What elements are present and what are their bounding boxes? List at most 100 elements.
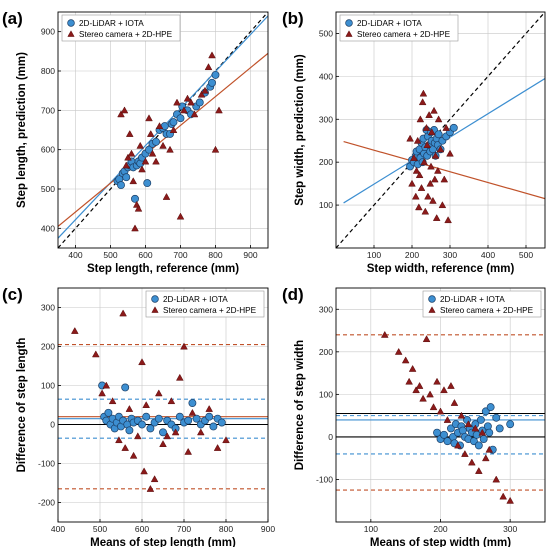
point-lidar <box>476 415 485 424</box>
x-tick-label: 200 <box>433 524 447 534</box>
point-stereo <box>190 110 199 118</box>
line-identity <box>336 12 545 248</box>
plot-frame <box>57 287 269 523</box>
x-axis-label: Step length, reference (mm) <box>87 263 239 275</box>
point-stereo <box>430 106 438 114</box>
point-stereo <box>176 212 185 220</box>
y-tick-label: 100 <box>319 200 333 210</box>
point-lidar <box>184 416 193 425</box>
point-stereo <box>468 458 476 466</box>
x-tick-label: 800 <box>208 250 222 260</box>
point-stereo <box>201 86 209 94</box>
point-stereo <box>125 130 134 137</box>
point-stereo <box>394 347 403 355</box>
point-stereo <box>154 389 163 397</box>
x-tick-label: 400 <box>68 250 82 260</box>
panel-label: (d) <box>282 285 304 304</box>
point-stereo <box>457 411 466 419</box>
point-lidar <box>138 420 146 429</box>
panel-4: 100 200 300 -100 0 100 200 300 Means of step wid… <box>282 285 546 547</box>
y-tick-label: 200 <box>41 342 55 352</box>
line-fit-stereo <box>58 52 268 227</box>
point-lidar <box>142 412 151 421</box>
point-stereo <box>442 123 451 131</box>
point-lidar <box>188 399 197 407</box>
legend-marker-lidar <box>428 295 436 303</box>
point-stereo <box>124 153 132 161</box>
point-stereo <box>426 390 434 398</box>
y-tick-label: 0 <box>50 420 55 430</box>
point-stereo <box>138 358 146 366</box>
point-lidar <box>131 194 139 203</box>
point-stereo <box>408 179 416 187</box>
point-lidar <box>122 173 131 182</box>
point-stereo <box>429 403 438 411</box>
point-lidar <box>192 414 201 423</box>
y-tick-label: 400 <box>41 223 55 233</box>
point-stereo <box>506 496 514 504</box>
point-lidar <box>495 424 504 433</box>
point-stereo <box>461 450 469 457</box>
plot-area <box>58 288 268 522</box>
point-stereo <box>412 166 421 174</box>
point-stereo <box>499 492 508 500</box>
point-stereo <box>205 404 214 412</box>
point-stereo <box>213 443 222 451</box>
point-stereo <box>436 145 445 153</box>
panel-2: 100 200 300 400 500 100 200 300 400 500 Step width… <box>282 9 546 275</box>
point-stereo <box>492 475 501 483</box>
y-tick-label: -100 <box>38 459 55 469</box>
point-stereo <box>183 94 192 102</box>
x-axis-label: Step width, reference (mm) <box>367 263 515 275</box>
point-stereo <box>425 111 433 118</box>
point-lidar <box>474 441 483 450</box>
point-stereo <box>163 432 172 440</box>
point-stereo <box>478 428 487 436</box>
point-stereo <box>208 51 216 59</box>
x-axis-label: Means of step length (mm) <box>90 537 236 547</box>
point-lidar <box>443 437 452 446</box>
point-stereo <box>411 192 420 200</box>
point-stereo <box>426 179 435 187</box>
point-lidar <box>152 137 160 146</box>
legend-marker-lidar <box>151 295 159 303</box>
y-tick-label: 800 <box>41 66 55 76</box>
point-stereo <box>152 157 160 165</box>
point-stereo <box>146 484 155 492</box>
point-stereo <box>180 342 188 350</box>
point-stereo <box>415 171 424 179</box>
point-stereo <box>410 153 418 161</box>
y-tick-label: 300 <box>319 304 333 314</box>
point-stereo <box>421 207 430 215</box>
point-stereo <box>148 149 157 157</box>
point-stereo <box>136 141 145 149</box>
point-lidar <box>434 130 443 139</box>
legend-marker-lidar <box>67 19 75 27</box>
point-stereo <box>406 134 414 142</box>
point-stereo <box>415 203 423 211</box>
point-lidar <box>485 428 494 437</box>
point-lidar <box>121 383 130 392</box>
point-lidar <box>217 418 226 427</box>
y-tick-label: 600 <box>41 145 55 155</box>
point-stereo <box>140 467 148 475</box>
point-lidar <box>449 123 458 132</box>
legend-marker-stereo <box>151 306 159 313</box>
point-stereo <box>431 151 440 159</box>
point-stereo <box>204 63 213 71</box>
x-tick-label: 900 <box>261 524 275 534</box>
y-axis-label: Step length, prediction (mm) <box>16 52 28 208</box>
point-stereo <box>159 141 167 149</box>
legend-box <box>61 14 181 42</box>
point-stereo <box>188 408 197 416</box>
point-stereo <box>412 386 420 394</box>
point-stereo <box>120 106 129 114</box>
point-stereo <box>429 196 437 204</box>
point-lidar <box>146 424 155 433</box>
point-stereo <box>115 436 123 444</box>
point-stereo <box>430 175 439 183</box>
y-tick-label: -100 <box>316 474 333 484</box>
point-stereo <box>125 404 134 412</box>
point-stereo <box>423 141 432 148</box>
